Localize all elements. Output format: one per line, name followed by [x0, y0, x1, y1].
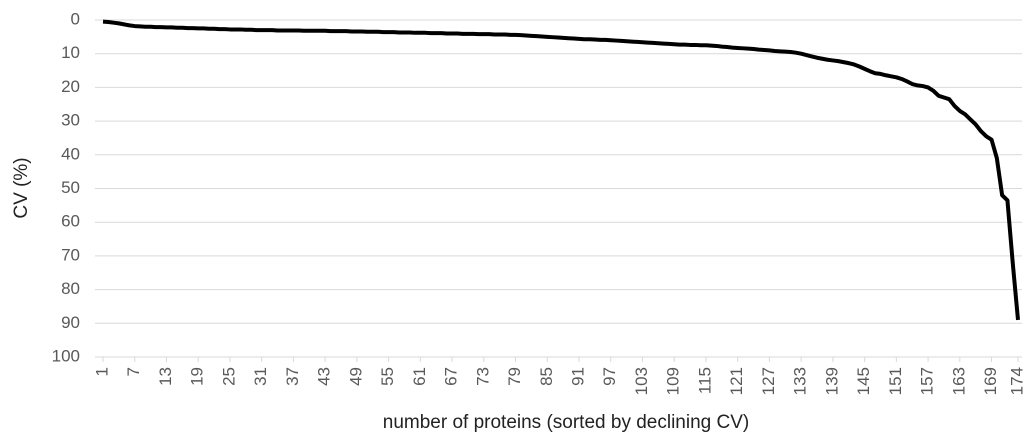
x-tick-label: 145 — [854, 367, 873, 395]
x-tick-label: 73 — [473, 367, 492, 386]
x-tick-label: 49 — [346, 367, 365, 386]
y-tick-label: 30 — [61, 111, 80, 130]
x-tick-label: 79 — [505, 367, 524, 386]
y-tick-label: 20 — [61, 77, 80, 96]
x-tick-label: 1 — [92, 367, 111, 376]
x-tick-label: 31 — [251, 367, 270, 386]
x-tick-label: 103 — [632, 367, 651, 395]
y-axis-title: CV (%) — [11, 157, 32, 218]
x-tick-label: 133 — [791, 367, 810, 395]
x-tick-label: 115 — [695, 367, 714, 394]
x-tick-label: 13 — [156, 367, 175, 386]
y-tick-label: 100 — [52, 346, 80, 365]
y-tick-label: 70 — [61, 245, 80, 264]
x-tick-label: 43 — [315, 367, 334, 386]
x-tick-label: 67 — [442, 367, 461, 386]
x-tick-label: 163 — [949, 367, 968, 395]
y-tick-label: 0 — [71, 9, 80, 28]
data-line — [102, 19, 1020, 321]
x-tick-label: 55 — [378, 367, 397, 386]
x-tick-label: 37 — [283, 367, 302, 386]
x-tick-label: 121 — [727, 367, 746, 395]
x-tick-label: 97 — [600, 367, 619, 386]
y-tick-label: 10 — [61, 43, 80, 62]
x-tick-label: 151 — [886, 367, 905, 395]
y-tick-label: 90 — [61, 313, 80, 332]
y-tick-label: 50 — [61, 178, 80, 197]
x-tick-label: 91 — [568, 367, 587, 386]
x-tick-label: 7 — [124, 367, 143, 376]
x-tick-label: 61 — [410, 367, 429, 386]
x-tick-label: 109 — [664, 367, 683, 395]
y-tick-label: 60 — [61, 212, 80, 231]
y-tick-label: 80 — [61, 279, 80, 298]
x-axis-title: number of proteins (sorted by declining … — [383, 412, 749, 433]
x-tick-label: 139 — [822, 367, 841, 395]
x-tick-label: 19 — [188, 367, 207, 386]
x-tick-label: 127 — [759, 367, 778, 395]
y-tick-label: 40 — [61, 144, 80, 163]
x-tick-label: 169 — [981, 367, 1000, 395]
x-tick-label: 174 — [1007, 367, 1024, 395]
x-tick-label: 25 — [219, 367, 238, 386]
x-tick-label: 85 — [537, 367, 556, 386]
x-tick-label: 157 — [918, 367, 937, 395]
